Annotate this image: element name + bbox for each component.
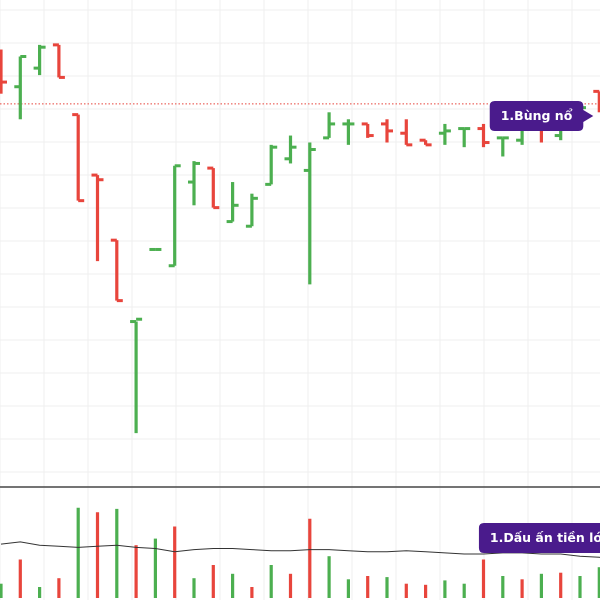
moving-average-line — [0, 541, 600, 558]
ohlc-bar — [168, 164, 181, 268]
ohlc-bar — [438, 123, 451, 145]
annotation-volume-label: 1.Dấu ấn tiền lớn — [490, 530, 600, 545]
ohlc-bar — [14, 55, 27, 120]
ohlc-bar — [226, 182, 239, 224]
ohlc-bar — [342, 119, 355, 145]
ohlc-bar — [381, 119, 393, 143]
ohlc-bar — [110, 238, 123, 303]
ohlc-bar — [323, 112, 336, 140]
annotation-volume-bubble — [478, 523, 600, 553]
ohlc-bar — [245, 193, 258, 228]
ohlc-bar — [400, 119, 413, 147]
ohlc-bar — [91, 173, 104, 262]
ohlc-bar — [130, 317, 143, 434]
volume-bars — [0, 507, 600, 598]
ohlc-bar — [284, 135, 297, 164]
annotation-price-label: 1.Bùng nổ — [501, 108, 573, 123]
ohlc-bar — [33, 44, 46, 76]
ohlc-bar — [361, 122, 374, 138]
ohlc-bar — [496, 136, 509, 157]
ohlc-bar — [419, 138, 432, 147]
ohlc-bar — [207, 166, 220, 210]
annotation-price-bubble — [489, 101, 594, 131]
annotations: 1.Bùng nổ 1.Dấu ấn tiền lớn — [478, 101, 600, 553]
ohlc-bar — [0, 49, 7, 94]
ohlc-bar — [303, 142, 316, 285]
ohlc-bar — [188, 161, 200, 206]
ohlc-bar — [458, 127, 471, 148]
ohlc-bar — [72, 113, 85, 203]
ohlc-bar — [265, 144, 278, 186]
ohlc-bar — [593, 89, 600, 113]
ohlc-bar — [52, 43, 65, 79]
ohlc-bar — [477, 123, 490, 148]
volume-moving-average — [0, 541, 600, 558]
